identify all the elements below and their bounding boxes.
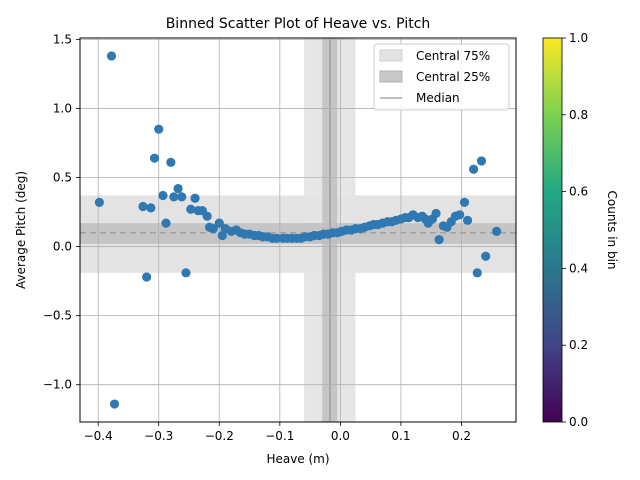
colorbar-gradient: [543, 38, 562, 422]
x-tick-label: −0.1: [265, 429, 294, 443]
x-tick-label: −0.4: [84, 429, 113, 443]
data-point: [154, 124, 164, 134]
plot-frame: [79, 37, 517, 423]
colorbar-tick-label: 0.8: [569, 108, 588, 122]
data-point: [138, 201, 148, 212]
x-tick-label: 0.1: [391, 429, 410, 443]
data-point: [459, 197, 470, 207]
data-point: [214, 218, 224, 228]
data-point: [472, 268, 482, 278]
data-point: [202, 211, 212, 221]
legend: Central 75% Central 25% Median: [373, 43, 510, 111]
colorbar-tick-label: 0.0: [569, 415, 588, 429]
data-point: [186, 204, 196, 214]
data-point: [173, 183, 183, 194]
data-point: [106, 51, 117, 61]
y-tick-label: 1.5: [53, 32, 72, 46]
data-point: [166, 157, 176, 167]
data-point: [169, 192, 179, 202]
data-point: [149, 153, 160, 163]
data-point: [481, 251, 491, 261]
data-point: [431, 208, 441, 219]
y-tick-label: 0.0: [53, 240, 72, 254]
y-tick-label: 1.0: [53, 101, 72, 115]
data-point: [469, 164, 479, 174]
data-point: [161, 218, 171, 228]
y-tick-label: −0.5: [43, 309, 72, 323]
data-point: [146, 203, 156, 213]
legend-label-central75: Central 75%: [416, 49, 490, 63]
x-tick-label: 0.0: [331, 429, 350, 443]
y-tick-label: 0.5: [53, 171, 72, 185]
legend-swatch-central75: [379, 49, 403, 62]
data-point: [181, 268, 191, 278]
data-point: [492, 226, 502, 236]
legend-swatch-central25: [379, 70, 403, 83]
data-point: [190, 193, 200, 203]
data-point: [158, 190, 168, 201]
x-tick-label: 0.2: [452, 429, 471, 443]
data-point: [142, 272, 152, 282]
colorbar: 0.0 0.2 0.4 0.6 0.8 1.0 Counts in bin: [542, 31, 619, 429]
chart-title: Binned Scatter Plot of Heave vs. Pitch: [166, 16, 431, 32]
x-tick-label: −0.3: [144, 429, 173, 443]
legend-label-central25: Central 25%: [416, 70, 490, 84]
x-tick-label: −0.2: [205, 429, 234, 443]
data-point: [177, 192, 187, 202]
legend-label-median: Median: [416, 91, 460, 105]
colorbar-tick-label: 0.2: [569, 338, 588, 352]
data-point: [109, 399, 120, 409]
y-axis-label: Average Pitch (deg): [14, 171, 28, 289]
colorbar-label: Counts in bin: [605, 190, 619, 269]
y-central25-band: [80, 223, 516, 244]
data-point: [434, 235, 444, 245]
colorbar-tick-label: 0.6: [569, 185, 588, 199]
data-point: [217, 230, 227, 241]
data-point: [462, 215, 473, 225]
y-tick-label: −1.0: [43, 378, 72, 392]
data-point: [208, 224, 218, 234]
data-point: [94, 197, 104, 207]
data-point: [455, 210, 465, 220]
data-point: [476, 156, 487, 166]
colorbar-tick-label: 1.0: [569, 31, 588, 45]
colorbar-tick-label: 0.4: [569, 261, 588, 275]
x-axis-label: Heave (m): [266, 452, 329, 466]
